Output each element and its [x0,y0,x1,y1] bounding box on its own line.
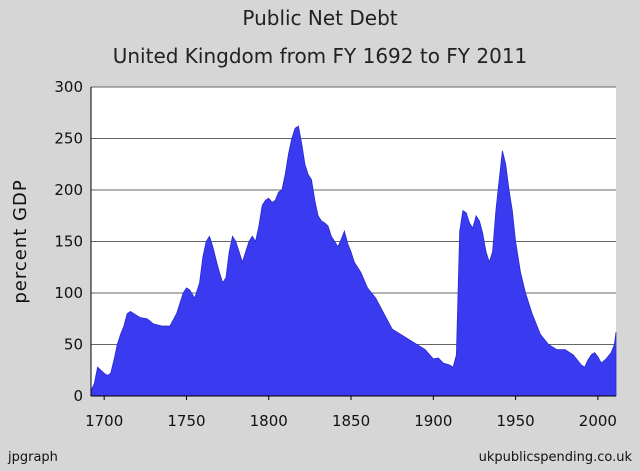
y-tick-label: 0 [73,387,83,405]
x-tick-label: 1700 [85,412,123,430]
debt-area [90,125,617,397]
y-tick-label: 250 [54,130,83,148]
chart-title: Public Net Debt [242,6,398,30]
y-tick-label: 300 [54,78,83,96]
x-tick-label: 2000 [579,412,617,430]
y-tick-label: 200 [54,181,83,199]
y-tick-label: 100 [54,284,83,302]
footer-credit: jpgraph [8,450,58,465]
y-tick-label: 50 [64,336,83,354]
x-tick-label: 1950 [497,412,535,430]
x-tick-label: 1800 [250,412,288,430]
footer-source: ukpublicspending.co.uk [478,450,632,465]
x-tick-label: 1900 [414,412,452,430]
chart-subtitle: United Kingdom from FY 1692 to FY 2011 [112,44,528,68]
x-tick-label: 1750 [167,412,205,430]
x-tick-label: 1850 [332,412,370,430]
y-tick-label: 150 [54,233,83,251]
y-axis-label: percent GDP [10,179,31,303]
